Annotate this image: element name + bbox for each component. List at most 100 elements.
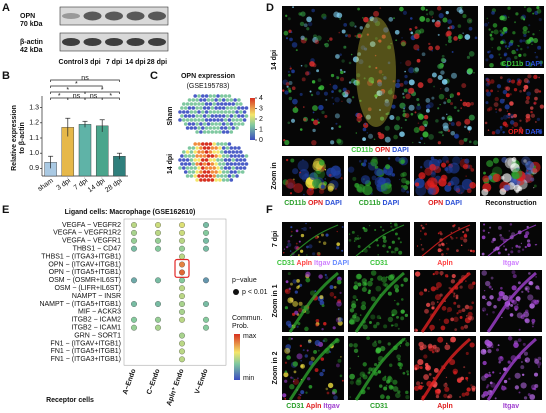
caption-word: DAPI bbox=[445, 200, 462, 207]
micrograph-blob bbox=[436, 301, 439, 303]
micrograph-blob bbox=[526, 169, 529, 172]
micrograph-blob bbox=[414, 271, 421, 277]
micrograph-blob bbox=[379, 7, 382, 9]
spot bbox=[212, 158, 216, 162]
spot bbox=[225, 106, 230, 110]
micrograph-blob bbox=[290, 235, 292, 238]
spot bbox=[223, 94, 228, 98]
spot bbox=[212, 174, 216, 178]
spot bbox=[227, 110, 232, 114]
micrograph-blob bbox=[531, 318, 536, 323]
spot bbox=[225, 154, 230, 158]
micrograph-blob bbox=[302, 106, 305, 108]
spot bbox=[214, 154, 218, 158]
micrograph-blob bbox=[535, 243, 538, 246]
micrograph-blob bbox=[450, 237, 454, 240]
micrograph-blob bbox=[469, 342, 475, 348]
micrograph-blob bbox=[310, 356, 315, 361]
caption-word: CD11b bbox=[359, 200, 381, 207]
spot bbox=[182, 102, 186, 106]
spot bbox=[182, 158, 186, 162]
micrograph-blob bbox=[368, 77, 375, 83]
micrograph-blob bbox=[521, 361, 523, 363]
micrograph-blob bbox=[357, 52, 362, 56]
micrograph-blob bbox=[539, 104, 544, 109]
micrograph-blob bbox=[503, 53, 507, 57]
micrograph-blob bbox=[519, 126, 523, 130]
micrograph-blob bbox=[337, 280, 342, 285]
micrograph-blob bbox=[456, 312, 459, 315]
spot bbox=[242, 158, 247, 162]
micrograph-blob bbox=[507, 16, 510, 18]
micrograph-blob bbox=[309, 90, 312, 93]
micrograph-blob bbox=[535, 121, 537, 123]
spot bbox=[216, 174, 220, 178]
spot bbox=[216, 102, 220, 106]
micrograph-blob bbox=[284, 90, 289, 95]
micrograph-blob bbox=[292, 178, 295, 181]
micrograph-blob bbox=[446, 129, 449, 132]
spot bbox=[208, 94, 213, 98]
micrograph-blob bbox=[362, 362, 367, 367]
spot bbox=[195, 122, 199, 126]
spot bbox=[240, 162, 245, 166]
spot bbox=[197, 142, 201, 146]
micrograph-blob bbox=[511, 299, 517, 305]
row-label: FN1 − (ITGA3+ITGB1) bbox=[51, 356, 121, 363]
micrograph-blob bbox=[446, 252, 448, 255]
spot bbox=[185, 118, 190, 122]
micrograph-blob bbox=[523, 78, 529, 84]
micrograph-blob bbox=[521, 248, 525, 251]
micrograph-blob bbox=[459, 396, 461, 398]
micrograph-blob bbox=[338, 31, 341, 34]
micrograph-blob bbox=[339, 18, 342, 20]
micrograph-blob bbox=[323, 337, 328, 343]
micrograph-blob bbox=[445, 11, 449, 15]
micrograph-blob bbox=[387, 274, 395, 281]
x-tick-label: 28 dpi bbox=[104, 177, 124, 194]
micrograph-blob bbox=[431, 306, 435, 310]
spot bbox=[202, 162, 207, 166]
micrograph-blob bbox=[452, 156, 461, 165]
micrograph-blob bbox=[332, 326, 336, 330]
micrograph-blob bbox=[447, 395, 450, 399]
caption: Itgav bbox=[503, 403, 519, 410]
micrograph-blob bbox=[338, 125, 342, 129]
micrograph-blob bbox=[388, 17, 394, 22]
micrograph-blob bbox=[416, 104, 422, 111]
micrograph-blob bbox=[361, 301, 367, 306]
micrograph-blob bbox=[522, 39, 526, 43]
micrograph-blob bbox=[446, 275, 449, 278]
micrograph-blob bbox=[374, 20, 381, 27]
micrograph-blob bbox=[286, 85, 289, 88]
micrograph-blob bbox=[287, 182, 294, 189]
micrograph-blob bbox=[358, 160, 362, 163]
micrograph-blob bbox=[534, 96, 538, 101]
micrograph-blob bbox=[519, 89, 522, 93]
micrograph-blob bbox=[423, 232, 427, 236]
micrograph-blob bbox=[503, 245, 506, 248]
micrograph-blob bbox=[385, 385, 388, 387]
micrograph-blob bbox=[303, 23, 308, 28]
micrograph-blob bbox=[377, 370, 382, 374]
spot bbox=[187, 122, 192, 126]
micrograph-blob bbox=[298, 240, 301, 243]
micrograph-blob bbox=[510, 39, 514, 44]
micrograph-blob bbox=[356, 73, 361, 78]
protein-size: 70 kDa bbox=[20, 21, 43, 28]
micrograph-blob bbox=[462, 14, 467, 19]
micrograph-blob bbox=[341, 379, 344, 382]
micrograph-blob bbox=[523, 88, 526, 92]
micrograph-blob bbox=[405, 340, 407, 342]
caption-word: CD31 bbox=[286, 403, 304, 410]
micrograph-blob bbox=[334, 96, 340, 103]
micrograph-blob bbox=[401, 163, 404, 166]
micrograph-blob bbox=[332, 388, 338, 394]
micrograph-blob bbox=[464, 233, 467, 236]
spot bbox=[187, 146, 192, 150]
micrograph-blob bbox=[371, 175, 377, 181]
micrograph-blob bbox=[488, 28, 491, 31]
spot bbox=[214, 130, 218, 134]
micrograph-blob bbox=[408, 87, 415, 94]
micrograph-blob bbox=[451, 273, 456, 279]
